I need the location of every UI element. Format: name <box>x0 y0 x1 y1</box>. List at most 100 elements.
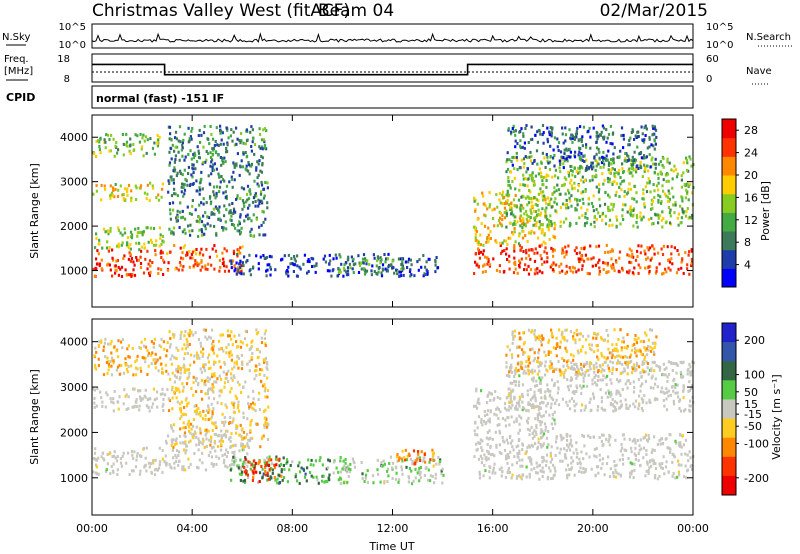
velocity-colorbar-tick-6: -100 <box>744 437 769 450</box>
velocity-ylabel: Slant Range [km] <box>28 369 41 465</box>
velocity-colorbar-swatch-7 <box>722 456 736 477</box>
beam-title: Beam 04 <box>318 1 394 21</box>
power-region-8 <box>473 243 694 276</box>
x-axis-ticklabels: 00:00 04:00 08:00 12:00 16:00 20:00 00:00 <box>76 522 709 535</box>
freq-left-tick-low: 8 <box>64 74 70 85</box>
power-colorbar-swatch-5 <box>722 175 736 195</box>
x-tick-4: 16:00 <box>477 522 509 535</box>
velocity-region-6 <box>243 457 283 483</box>
x-tick-5: 20:00 <box>577 522 609 535</box>
power-panel: 1000 2000 3000 4000 Slant Range [km] 4 8 12 16… <box>28 114 772 308</box>
velocity-colorbar-swatch-8 <box>722 475 736 496</box>
power-colorbar-swatch-4 <box>722 193 736 213</box>
power-region-10 <box>505 155 695 229</box>
noise-trace-line <box>91 32 694 44</box>
velocity-colorbar-swatch-4 <box>722 399 736 419</box>
noise-right-tick-high: 10^5 <box>706 22 733 33</box>
noise-left-tick-high: 10^5 <box>59 22 86 33</box>
velocity-region-10 <box>472 387 557 436</box>
freq-left-tick-high: 18 <box>57 54 70 65</box>
x-tick-3: 12:00 <box>377 522 409 535</box>
velocity-region-12 <box>505 328 658 377</box>
power-region-11 <box>506 124 658 172</box>
velocity-region-3 <box>93 337 169 377</box>
x-tick-1: 04:00 <box>176 522 208 535</box>
cpid-strip: CPID normal (fast) -151 IF <box>6 85 694 109</box>
velocity-region-0 <box>92 446 166 477</box>
power-colorbar-swatch-8 <box>722 119 736 139</box>
power-colorbar-swatch-1 <box>722 249 736 269</box>
power-ylabel: Slant Range [km] <box>28 163 41 259</box>
power-region-1 <box>94 226 165 252</box>
velocity-colorbar-label: Velocity [m s⁻¹] <box>770 374 783 459</box>
power-colorbar-tick-3: 16 <box>744 191 758 204</box>
frequency-line <box>92 63 693 76</box>
velocity-colorbar-tick-1: 100 <box>744 369 765 382</box>
cpid-text: normal (fast) -151 IF <box>96 92 224 105</box>
power-colorbar-swatch-7 <box>722 137 736 157</box>
velocity-colorbar-swatch-6 <box>722 437 736 458</box>
station-title: Christmas Valley West (fitACF) <box>92 1 350 21</box>
velocity-ytick-0: 1000 <box>60 472 88 485</box>
power-colorbar-tick-0: 4 <box>744 259 751 272</box>
velocity-colorbar-tick-2: 50 <box>744 386 758 399</box>
velocity-region-2 <box>92 387 169 413</box>
velocity-colorbar-tick-7: -200 <box>744 472 769 485</box>
noise-sky-trace <box>91 32 694 44</box>
velocity-colorbar-swatch-5 <box>722 418 736 439</box>
date-title: 02/Mar/2015 <box>600 1 708 21</box>
velocity-colorbar-swatch-3 <box>722 380 736 400</box>
velocity-panel: 1000 2000 3000 4000 Slant Range [km] 200 100… <box>28 318 783 516</box>
velocity-colorbar-tick-3: 15 <box>744 398 758 411</box>
velocity-colorbar-swatch-0 <box>722 323 736 343</box>
power-colorbar-tick-5: 24 <box>744 147 758 160</box>
power-colorbar-tick-2: 12 <box>744 214 758 227</box>
velocity-region-5 <box>229 455 331 485</box>
power-region-0 <box>92 248 166 278</box>
velocity-region-8 <box>396 448 435 466</box>
velocity-region-11 <box>505 360 696 413</box>
cpid-label: CPID <box>6 91 35 104</box>
velocity-ytick-2: 3000 <box>60 381 88 394</box>
velocity-region-4 <box>167 328 270 449</box>
power-region-3 <box>92 132 161 158</box>
power-colorbar-tick-4: 20 <box>744 169 758 182</box>
nave-label: Nave <box>746 66 772 77</box>
noise-right-tick-low: 10^0 <box>706 40 733 51</box>
velocity-data <box>92 328 696 486</box>
power-ytick-0: 1000 <box>60 265 88 278</box>
power-colorbar-swatch-0 <box>722 268 736 288</box>
power-colorbar-tick-1: 8 <box>744 236 751 249</box>
power-ytick-1: 2000 <box>60 220 88 233</box>
velocity-ytick-3: 4000 <box>60 336 88 349</box>
x-tick-2: 08:00 <box>276 522 308 535</box>
x-tick-6: 00:00 <box>677 522 709 535</box>
freq-label-line2: [MHz] <box>4 66 33 77</box>
power-ytick-2: 3000 <box>60 176 88 189</box>
velocity-axes: 1000 2000 3000 4000 <box>60 319 694 515</box>
x-axis-label: Time UT <box>368 540 414 553</box>
frequency-strip: Freq. [MHz] 18 8 60 0 Nave <box>4 53 772 85</box>
power-region-7 <box>338 255 405 276</box>
power-region-2 <box>92 181 164 203</box>
noise-strip: N.Sky 10^5 10^0 10^5 10^0 N.Search <box>2 22 792 51</box>
power-colorbar: 4 8 12 16 20 24 28 <box>721 118 758 288</box>
freq-label-line1: Freq. <box>4 54 29 65</box>
velocity-colorbar-tick-4: -15 <box>744 408 762 421</box>
noise-left-tick-low: 10^0 <box>59 40 86 51</box>
power-data <box>92 124 695 278</box>
power-colorbar-swatch-3 <box>722 212 736 232</box>
power-region-6 <box>230 252 440 278</box>
x-tick-0: 00:00 <box>76 522 108 535</box>
power-colorbar-tick-6: 28 <box>744 124 758 137</box>
power-colorbar-swatch-6 <box>722 156 736 176</box>
velocity-region-9 <box>473 432 695 481</box>
noise-search-label: N.Search <box>746 32 791 43</box>
velocity-colorbar-swatch-1 <box>722 342 736 362</box>
freq-right-tick-low: 0 <box>706 74 712 85</box>
velocity-colorbar-swatch-2 <box>722 361 736 381</box>
power-region-5 <box>167 124 269 238</box>
freq-right-tick-high: 60 <box>706 54 719 65</box>
